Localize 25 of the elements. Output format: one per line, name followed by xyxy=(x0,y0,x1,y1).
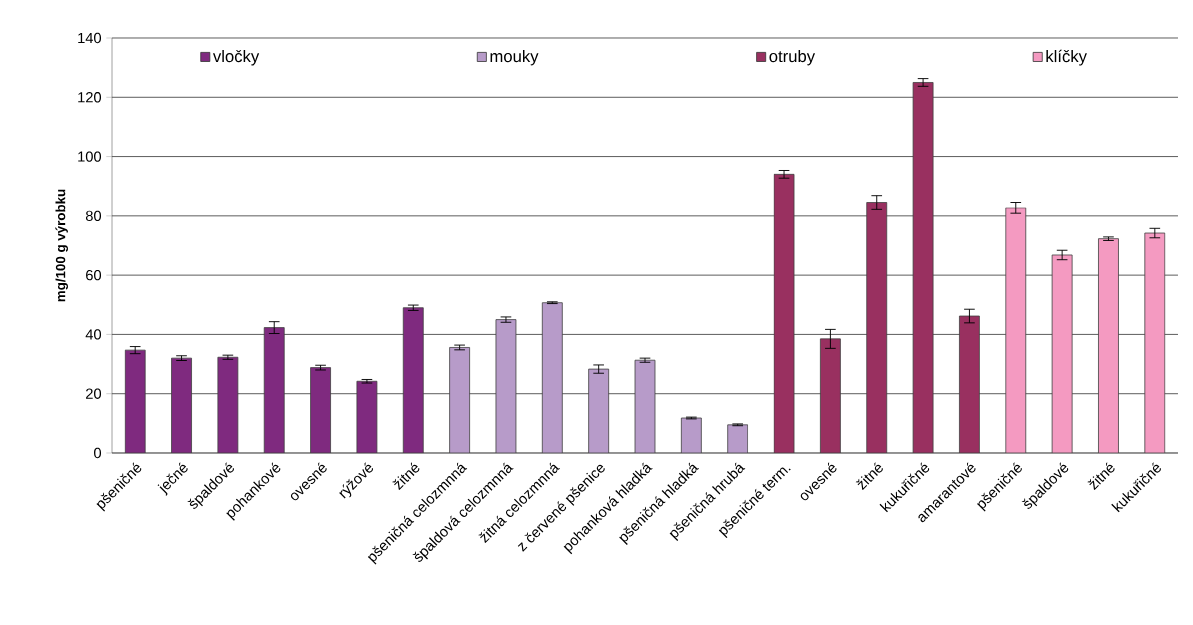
bar xyxy=(959,315,980,453)
bar xyxy=(819,338,841,453)
y-tick-label: 100 xyxy=(78,151,102,162)
bar xyxy=(727,424,749,453)
legend-label: klíčky xyxy=(1046,49,1087,66)
y-axis-title: mg/100 g výrobku xyxy=(55,189,68,302)
bar xyxy=(912,82,934,453)
legend-label: otruby xyxy=(769,49,816,66)
y-tick-label: 120 xyxy=(78,92,102,103)
bar xyxy=(866,202,888,453)
bar xyxy=(541,302,563,453)
y-tick-label: 40 xyxy=(85,329,102,340)
legend-label: vločky xyxy=(212,49,260,66)
y-tick-label: 20 xyxy=(86,388,102,399)
y-tick-label: 60 xyxy=(86,269,102,281)
bar xyxy=(680,417,702,453)
bar xyxy=(773,173,795,453)
bar xyxy=(588,368,610,453)
y-tick-label: 80 xyxy=(85,210,102,222)
bar xyxy=(634,359,656,453)
y-tick-label: 0 xyxy=(94,447,102,459)
bar xyxy=(449,347,471,453)
bar xyxy=(495,319,517,453)
legend-label: mouky xyxy=(490,49,539,66)
y-tick-label: 140 xyxy=(78,32,102,44)
